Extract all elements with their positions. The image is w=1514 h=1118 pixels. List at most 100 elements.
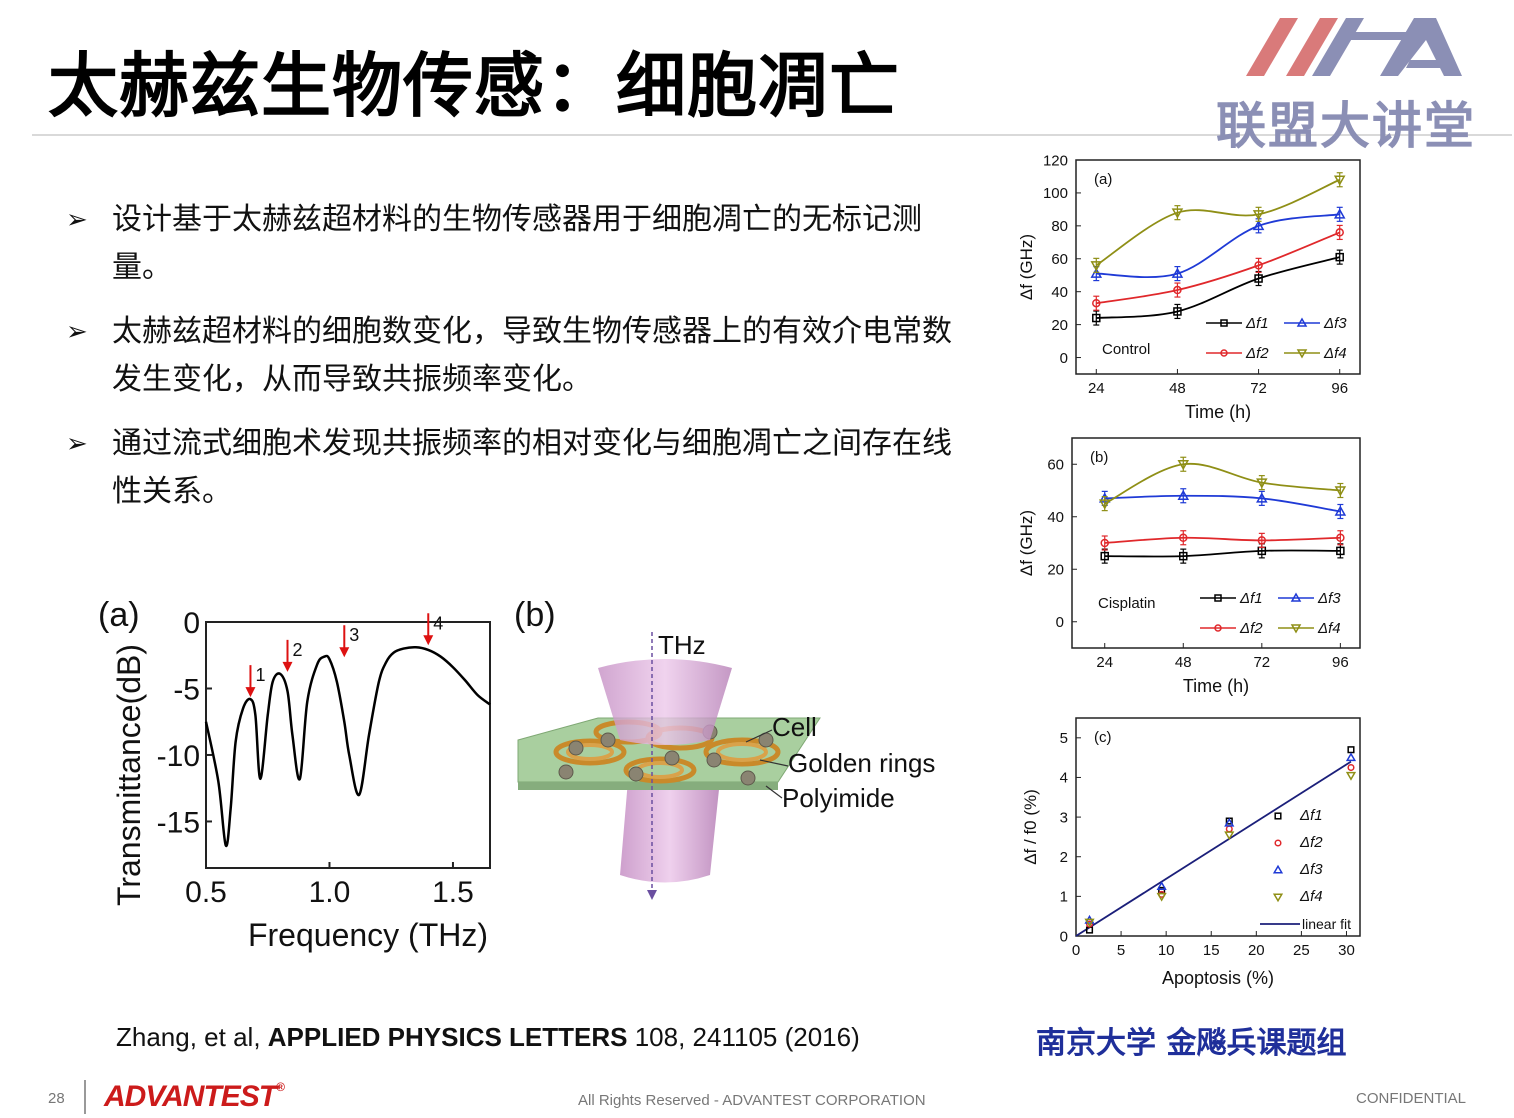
data-point — [1274, 839, 1282, 847]
data-point — [1214, 594, 1222, 602]
series-line — [1096, 256, 1340, 319]
condition-label: Cisplatin — [1098, 595, 1156, 612]
data-point — [1345, 752, 1357, 762]
y-tick-label: 0 — [1060, 350, 1068, 367]
legend-label: Δf2 — [1239, 620, 1263, 637]
y-tick-label: 40 — [1047, 509, 1064, 526]
data-point — [1254, 274, 1263, 283]
device-schematic: (b) THz Cell Golden rings Polyimide — [514, 596, 935, 900]
data-point — [1173, 307, 1182, 316]
y-tick-label: 60 — [1047, 457, 1064, 474]
x-tick-label: 30 — [1338, 942, 1355, 959]
data-point — [1179, 533, 1188, 542]
data-point — [1252, 210, 1265, 221]
data-point — [1345, 771, 1357, 781]
bullet-3: ➢ 通过流式细胞术发现共振频率的相对变化与细胞凋亡之间存在线性关系。 — [66, 420, 971, 516]
series-line — [1096, 231, 1341, 305]
y-tick-label: 20 — [1051, 317, 1068, 334]
control-time-chart: 24 48 72 96 0 20 40 60 80 100 120 Time (h) Δf (GHz) (… — [1017, 152, 1361, 422]
x-tick-label: 96 — [1332, 654, 1349, 671]
bullet-arrow-icon: ➢ — [66, 317, 88, 347]
data-point — [1336, 533, 1345, 542]
series-line — [1104, 549, 1341, 558]
page-title: 太赫兹生物传感：细胞凋亡 — [48, 45, 900, 127]
data-point — [1256, 492, 1268, 503]
legend-label: linear fit — [1302, 916, 1351, 932]
x-tick-label: 1.0 — [309, 876, 351, 909]
y-axis-label: Δf (GHz) — [1017, 234, 1036, 300]
x-tick-label: 24 — [1096, 654, 1113, 671]
x-tick-label: 1.5 — [432, 876, 474, 909]
data-point — [1224, 831, 1235, 841]
y-tick-label: 40 — [1051, 284, 1068, 301]
y-tick-label: 0 — [1056, 614, 1064, 631]
legend-label: Δf2 — [1245, 345, 1269, 362]
legend-label: Δf2 — [1299, 834, 1323, 851]
data-point — [1092, 298, 1101, 308]
data-point — [1090, 261, 1103, 272]
x-tick-label: 0.5 — [185, 876, 227, 909]
citation-authors: Zhang, et al, — [116, 1022, 268, 1052]
y-tick-label: 60 — [1051, 251, 1068, 268]
data-point — [1252, 219, 1265, 231]
data-point — [1335, 228, 1344, 237]
y-tick-label: 1 — [1060, 889, 1068, 906]
data-point — [1214, 624, 1222, 632]
data-point — [1272, 893, 1284, 903]
x-axis-label: Apoptosis (%) — [1162, 968, 1274, 988]
x-tick-label: 48 — [1169, 380, 1186, 397]
data-point — [1084, 918, 1095, 928]
x-tick-label: 48 — [1175, 654, 1192, 671]
series-line — [1104, 494, 1341, 513]
logo-text: 联盟大讲堂 — [1216, 97, 1476, 155]
legend-label: Δf1 — [1245, 315, 1269, 332]
panel-label: (c) — [1094, 729, 1112, 746]
resonance-arrow-head — [423, 635, 434, 646]
y-tick-label: 0 — [1060, 928, 1068, 945]
bullet-text: 通过流式细胞术发现共振频率的相对变化与细胞凋亡之间存在线性关系。 — [112, 426, 952, 509]
resonance-arrow-head — [282, 661, 293, 672]
rights-notice: All Rights Reserved - ADVANTEST CORPORAT… — [578, 1092, 926, 1109]
y-tick-label: 20 — [1047, 562, 1064, 579]
x-tick-label: 96 — [1331, 380, 1348, 397]
data-point — [1090, 267, 1103, 278]
y-tick-label: 5 — [1060, 730, 1068, 747]
data-point — [1290, 592, 1302, 602]
data-point — [1257, 536, 1267, 545]
x-tick-label: 15 — [1203, 942, 1220, 959]
panel-label: (b) — [1090, 449, 1108, 466]
y-tick-label: 120 — [1043, 152, 1068, 169]
legend-label: Δf3 — [1323, 315, 1347, 332]
footer-divider — [84, 1080, 86, 1114]
resonance-arrow-head — [339, 647, 350, 658]
y-tick-label: 2 — [1060, 849, 1068, 866]
x-tick-label: 20 — [1248, 942, 1265, 959]
data-point — [1334, 505, 1347, 516]
series-line — [1104, 462, 1341, 505]
cisplatin-time-chart: 24 48 72 96 0 20 40 60 Time (h) Δf (GHz) (b) Cispla… — [1017, 437, 1361, 696]
data-point — [1100, 538, 1109, 548]
x-tick-label: 72 — [1253, 654, 1270, 671]
data-point — [1179, 551, 1188, 561]
resonance-label: 3 — [349, 625, 359, 645]
data-point — [1098, 499, 1111, 510]
resonance-label: 4 — [433, 613, 443, 633]
series-line — [1096, 213, 1340, 278]
x-tick-label: 5 — [1117, 942, 1125, 959]
y-axis-label: Transmittance(dB) — [111, 644, 147, 906]
data-point — [1347, 746, 1355, 754]
data-point — [1177, 460, 1190, 471]
citation-journal: APPLIED PHYSICS LETTERS — [267, 1022, 628, 1052]
data-point — [1333, 175, 1346, 186]
data-point — [1290, 624, 1302, 634]
thz-beam-upper-icon — [598, 659, 732, 745]
panel-label: (a) — [98, 596, 140, 634]
y-tick-label: 3 — [1060, 809, 1068, 826]
bullet-text: 太赫兹超材料的细胞数变化，导致生物传感器上的有效介电常数发生变化，从而导致共振频… — [112, 314, 952, 397]
y-tick-label: 4 — [1060, 770, 1068, 787]
thz-beam-lower-icon — [620, 780, 720, 883]
company-logo: ADVANTEST® — [104, 1080, 285, 1114]
legend-label: Δf4 — [1299, 888, 1323, 905]
data-point — [1335, 252, 1344, 262]
bullet-2: ➢ 太赫兹超材料的细胞数变化，导致生物传感器上的有效介电常数发生变化，从而导致共… — [66, 308, 971, 404]
